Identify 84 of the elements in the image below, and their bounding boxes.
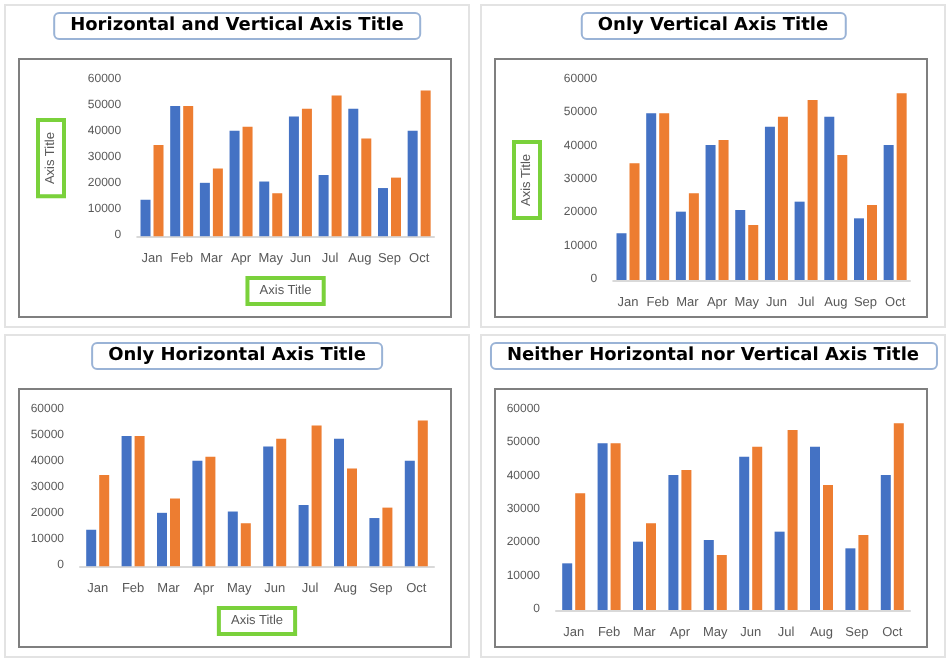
bar bbox=[807, 100, 818, 280]
bar bbox=[377, 188, 388, 237]
bar bbox=[675, 211, 686, 280]
bar bbox=[121, 436, 132, 567]
bar bbox=[739, 456, 750, 610]
bar bbox=[153, 145, 164, 237]
bar bbox=[823, 485, 833, 610]
bar bbox=[629, 163, 640, 280]
bar bbox=[212, 168, 223, 237]
bar bbox=[562, 563, 573, 610]
bar bbox=[703, 540, 714, 610]
bar bbox=[263, 446, 274, 567]
bar bbox=[810, 446, 820, 610]
bar bbox=[390, 177, 401, 237]
bar bbox=[880, 475, 891, 610]
bar bbox=[883, 145, 894, 280]
bar bbox=[718, 140, 729, 280]
bar bbox=[157, 512, 167, 567]
bar bbox=[752, 446, 763, 610]
bar bbox=[382, 507, 393, 567]
bar bbox=[229, 130, 240, 237]
bar bbox=[735, 210, 746, 280]
bar bbox=[301, 108, 312, 237]
bar bbox=[845, 548, 856, 610]
bar bbox=[616, 233, 627, 280]
bar bbox=[140, 199, 151, 237]
bar bbox=[404, 460, 415, 567]
bar bbox=[748, 225, 759, 280]
bar bbox=[227, 511, 238, 567]
bar bbox=[240, 523, 251, 567]
bar bbox=[199, 182, 210, 237]
bar bbox=[824, 116, 835, 280]
bar bbox=[774, 531, 785, 610]
bar bbox=[659, 113, 670, 280]
bar bbox=[272, 193, 283, 237]
bar bbox=[288, 116, 299, 237]
bar bbox=[420, 90, 431, 237]
bar bbox=[86, 529, 97, 567]
bar bbox=[348, 108, 359, 237]
bar bbox=[242, 126, 253, 237]
bar bbox=[866, 205, 877, 280]
chart-title: Horizontal and Vertical Axis Title bbox=[52, 12, 422, 40]
bar bbox=[205, 456, 216, 567]
bar bbox=[787, 430, 798, 610]
chart-title: Neither Horizontal nor Vertical Axis Title bbox=[488, 342, 938, 370]
bar bbox=[705, 145, 716, 280]
bar bbox=[276, 438, 287, 567]
bar bbox=[610, 443, 621, 610]
bar bbox=[170, 498, 180, 567]
bar bbox=[183, 106, 194, 237]
chart-title: Only Horizontal Axis Title bbox=[90, 342, 384, 370]
bar bbox=[668, 475, 679, 610]
bar bbox=[646, 113, 657, 280]
bar bbox=[896, 93, 907, 280]
bar bbox=[192, 460, 203, 567]
chart-title: Only Vertical Axis Title bbox=[579, 12, 847, 40]
bar bbox=[837, 155, 848, 280]
bar bbox=[331, 95, 342, 237]
bar bbox=[334, 438, 344, 567]
bar bbox=[764, 126, 775, 280]
bar bbox=[134, 436, 145, 567]
bar bbox=[646, 523, 656, 610]
bar bbox=[318, 175, 329, 237]
bar bbox=[853, 218, 864, 280]
bar bbox=[575, 493, 586, 610]
bar bbox=[99, 475, 110, 567]
bar bbox=[347, 468, 357, 567]
bar bbox=[417, 420, 428, 567]
bar bbox=[597, 443, 608, 610]
bar bbox=[407, 130, 418, 237]
bar bbox=[858, 535, 869, 610]
bar bbox=[633, 541, 643, 610]
bar bbox=[893, 423, 904, 610]
bar bbox=[259, 181, 270, 237]
bar bbox=[794, 201, 805, 280]
bar bbox=[777, 116, 788, 280]
bar bbox=[688, 193, 699, 280]
bar bbox=[311, 425, 322, 567]
bar bbox=[681, 470, 692, 610]
bar bbox=[369, 518, 380, 567]
bar bbox=[298, 505, 309, 567]
bar bbox=[716, 555, 727, 610]
bar bbox=[170, 106, 181, 237]
bar bbox=[361, 138, 372, 237]
